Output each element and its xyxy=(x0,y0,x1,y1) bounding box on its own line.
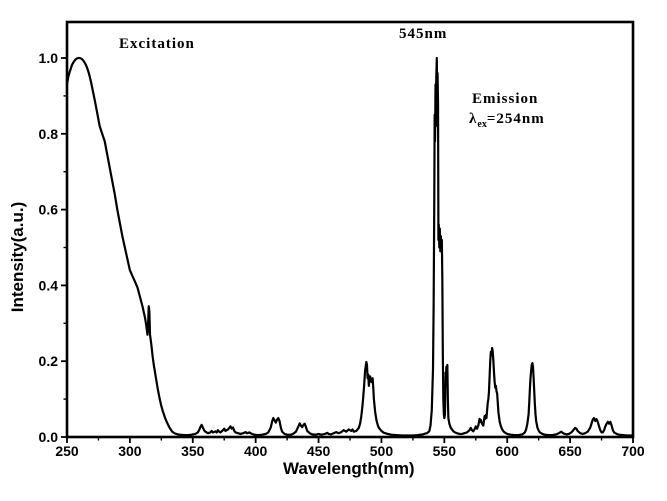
emission-label: Emission xyxy=(472,91,539,107)
spectrum-curve xyxy=(65,56,635,437)
x-tick-label: 550 xyxy=(433,443,457,459)
x-tick-label: 500 xyxy=(370,443,394,459)
lambda-value: =254nm xyxy=(486,111,545,127)
x-tick-label: 650 xyxy=(558,443,582,459)
x-tick-label: 300 xyxy=(118,443,142,459)
y-tick-label: 1.0 xyxy=(39,50,59,66)
x-tick-label: 450 xyxy=(307,443,331,459)
x-tick-label: 350 xyxy=(181,443,205,459)
lambda-symbol: λ xyxy=(469,111,478,127)
x-tick-label: 400 xyxy=(244,443,268,459)
y-tick-label: 0.4 xyxy=(39,277,59,293)
y-axis-title: Intensity(a.u.) xyxy=(8,201,27,313)
excitation-label: Excitation xyxy=(119,36,195,52)
y-tick-label: 0.6 xyxy=(39,202,59,218)
y-tick-label: 0.0 xyxy=(39,429,59,445)
excitation-wavelength-label: λex=254nm xyxy=(469,111,545,130)
y-tick-label: 0.8 xyxy=(39,126,59,142)
plot-frame xyxy=(65,20,635,439)
peak-wavelength-label: 545nm xyxy=(399,26,448,42)
lambda-subscript: ex xyxy=(477,119,487,130)
x-tick-label: 700 xyxy=(621,443,645,459)
x-axis-title: Wavelength(nm) xyxy=(283,459,415,478)
x-tick-label: 600 xyxy=(496,443,520,459)
x-tick-label: 250 xyxy=(55,443,79,459)
y-tick-label: 0.2 xyxy=(39,353,59,369)
